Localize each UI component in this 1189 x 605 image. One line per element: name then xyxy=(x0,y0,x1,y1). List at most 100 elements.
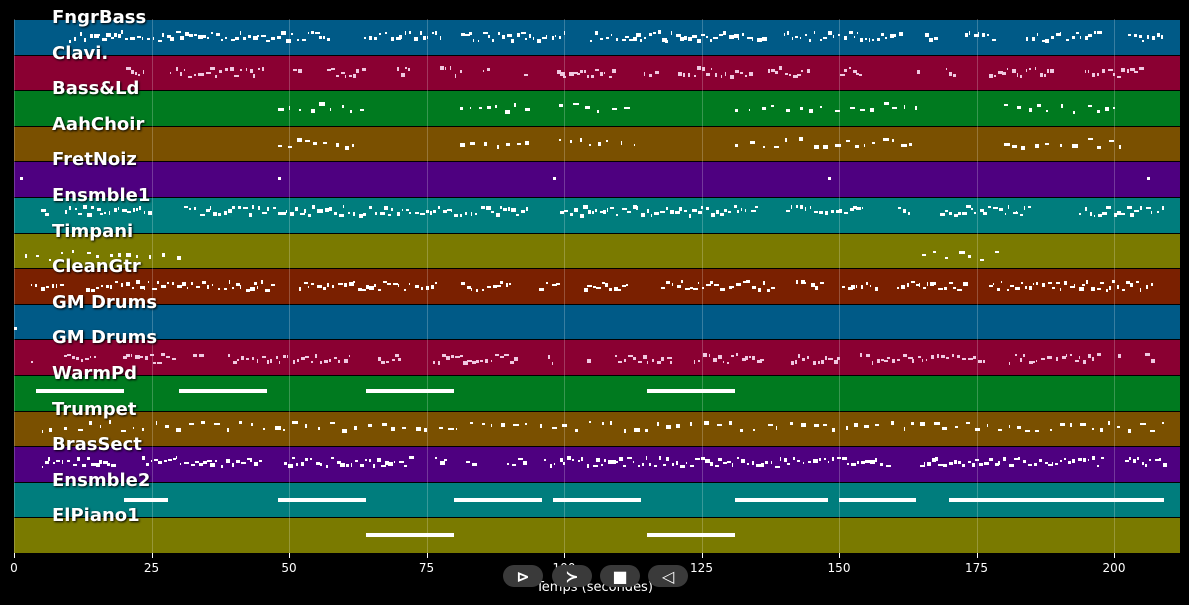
midi-note xyxy=(385,461,389,466)
track-lane[interactable] xyxy=(14,410,1180,447)
midi-note xyxy=(654,70,659,74)
midi-note xyxy=(837,456,841,459)
midi-note xyxy=(799,36,802,39)
midi-note xyxy=(1118,145,1122,150)
midi-note xyxy=(257,34,260,37)
track-lane[interactable] xyxy=(14,19,1180,55)
midi-note xyxy=(343,283,347,288)
midi-note xyxy=(610,207,614,210)
midi-note xyxy=(929,282,935,287)
midi-note xyxy=(849,67,851,70)
back-button[interactable]: ◁ xyxy=(648,565,688,587)
midi-note xyxy=(1163,463,1167,468)
midi-note xyxy=(525,206,528,211)
midi-note xyxy=(316,208,322,213)
midi-note xyxy=(304,424,307,429)
midi-note xyxy=(591,210,595,214)
midi-note xyxy=(350,109,353,113)
midi-note xyxy=(326,37,330,41)
midi-note xyxy=(616,37,618,41)
midi-note xyxy=(562,462,565,466)
midi-note xyxy=(836,356,840,360)
midi-note xyxy=(852,69,857,73)
midi-note xyxy=(1142,39,1145,42)
midi-note xyxy=(250,458,252,463)
track-lane[interactable] xyxy=(14,161,1180,197)
piano-roll[interactable]: FngrBass Clavi. Bass&Ld AahChoir FretNoiz Ens… xyxy=(14,9,1180,553)
midi-note xyxy=(214,422,220,425)
midi-note xyxy=(723,461,727,464)
midi-note xyxy=(198,353,204,357)
track-lane[interactable] xyxy=(14,517,1180,553)
midi-note xyxy=(703,353,707,358)
track-name: Ensmble2 xyxy=(52,469,151,491)
midi-note xyxy=(94,356,97,359)
stop-button[interactable]: ■ xyxy=(600,565,640,587)
midi-note xyxy=(1024,429,1031,432)
midi-note xyxy=(454,497,542,502)
midi-note xyxy=(392,282,398,285)
midi-note xyxy=(1033,463,1038,467)
track-lane[interactable] xyxy=(14,232,1180,269)
grid-line xyxy=(14,19,15,553)
track-lane[interactable] xyxy=(14,339,1180,375)
midi-note xyxy=(1069,423,1072,428)
midi-note xyxy=(883,360,888,363)
midi-note xyxy=(692,208,697,212)
midi-note xyxy=(632,357,636,361)
midi-note xyxy=(883,137,890,141)
track-lane[interactable] xyxy=(14,90,1180,126)
midi-note xyxy=(481,288,485,291)
midi-note xyxy=(311,31,315,35)
midi-note xyxy=(220,39,224,42)
midi-note xyxy=(79,32,82,37)
midi-note xyxy=(301,461,305,466)
midi-note xyxy=(546,282,549,285)
midi-note xyxy=(265,39,271,42)
midi-note xyxy=(561,423,568,427)
track-lane[interactable] xyxy=(14,446,1180,482)
midi-note xyxy=(1041,357,1046,360)
midi-note xyxy=(490,359,493,362)
midi-note xyxy=(912,358,914,363)
play-button[interactable]: ⊳ xyxy=(503,565,543,587)
midi-note xyxy=(325,464,329,468)
midi-note xyxy=(132,287,135,290)
midi-note xyxy=(91,206,94,210)
forward-button[interactable]: ≻ xyxy=(552,565,592,587)
midi-note xyxy=(1017,425,1021,429)
midi-note xyxy=(309,458,312,461)
midi-note xyxy=(1091,286,1096,291)
midi-note xyxy=(297,68,302,73)
midi-note xyxy=(1073,284,1076,289)
midi-note xyxy=(621,38,627,41)
midi-note xyxy=(329,108,331,112)
midi-note xyxy=(809,206,812,210)
midi-note xyxy=(590,75,595,79)
midi-note xyxy=(214,75,218,79)
track-lane[interactable] xyxy=(14,303,1180,340)
track-lane[interactable] xyxy=(14,125,1180,162)
midi-note xyxy=(546,34,548,39)
midi-note xyxy=(324,360,329,364)
midi-note xyxy=(126,67,132,71)
x-tick xyxy=(976,553,978,558)
midi-note xyxy=(1087,138,1093,141)
midi-note xyxy=(1097,110,1101,114)
midi-note xyxy=(846,463,849,466)
midi-note xyxy=(1034,143,1040,148)
midi-note xyxy=(170,37,175,42)
midi-note xyxy=(1116,284,1119,289)
track-lane[interactable] xyxy=(14,197,1180,233)
midi-note xyxy=(1147,177,1150,181)
midi-note xyxy=(1092,427,1095,430)
midi-note xyxy=(688,213,691,218)
midi-note xyxy=(460,32,466,36)
midi-note xyxy=(927,461,932,466)
midi-note xyxy=(669,210,674,215)
midi-note xyxy=(551,35,555,40)
midi-note xyxy=(775,465,780,468)
midi-note xyxy=(1112,280,1115,284)
midi-note xyxy=(560,72,565,77)
midi-note xyxy=(224,36,227,39)
